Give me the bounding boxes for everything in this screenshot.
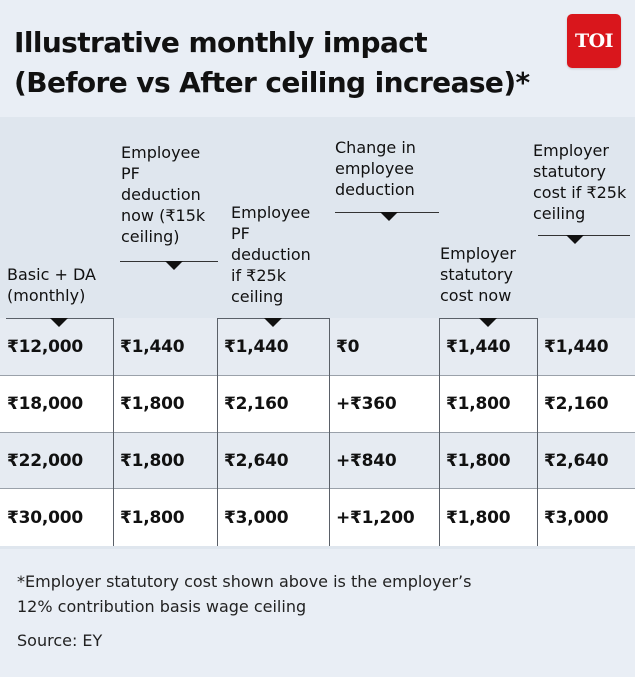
table-cell: ₹3,000	[544, 507, 609, 528]
header-text: deduction	[231, 245, 311, 264]
header-text: (monthly)	[7, 286, 86, 305]
table-cell: +₹840	[336, 450, 397, 471]
col-header-pf-25k: Employee PF deduction if ₹25k ceiling	[231, 202, 311, 307]
table-cell: ₹1,440	[446, 336, 511, 357]
header-text: if ₹25k	[231, 266, 286, 285]
header-text: PF	[121, 164, 140, 183]
chart-title: Illustrative monthly impact (Before vs A…	[14, 23, 530, 103]
col-header-basic-da: Basic + DA (monthly)	[7, 264, 96, 306]
pointer-triangle-icon	[264, 318, 282, 327]
title-line-1: Illustrative monthly impact	[14, 26, 428, 59]
table-row: ₹12,000 ₹1,440 ₹1,440 ₹0 ₹1,440 ₹1,440	[0, 318, 635, 376]
header-text: now (₹15k	[121, 206, 206, 225]
table-cell: ₹2,640	[544, 450, 609, 471]
header-text: cost if ₹25k	[533, 183, 627, 202]
table-cell: ₹1,440	[224, 336, 289, 357]
column-divider	[537, 318, 538, 546]
footnote: *Employer statutory cost shown above is …	[17, 569, 617, 619]
header-text: ceiling	[231, 287, 284, 306]
column-divider	[217, 318, 218, 546]
header-rule	[538, 235, 630, 236]
table-cell: ₹18,000	[7, 394, 84, 414]
table-cell: +₹360	[336, 394, 397, 414]
table-cell: ₹1,800	[446, 450, 511, 471]
header-text: employee	[335, 159, 414, 178]
table-cell: ₹1,800	[120, 450, 185, 471]
table-row: ₹18,000 ₹1,800 ₹2,160 +₹360 ₹1,800 ₹2,16…	[0, 376, 635, 433]
table-cell: ₹1,800	[120, 507, 185, 528]
table-cell: ₹2,640	[224, 450, 289, 471]
toi-logo-icon: TOI	[567, 14, 621, 68]
header-text: statutory	[533, 162, 606, 181]
header-text: Employer	[440, 244, 516, 263]
table-cell: ₹1,800	[446, 394, 511, 414]
table-cell: ₹3,000	[224, 507, 289, 528]
table-row: ₹22,000 ₹1,800 ₹2,640 +₹840 ₹1,800 ₹2,64…	[0, 433, 635, 489]
table-cell: ₹30,000	[7, 507, 84, 528]
header-text: Change in	[335, 138, 416, 157]
table-cell: ₹1,800	[446, 507, 511, 528]
table-cell: ₹1,440	[120, 336, 185, 357]
header-text: Employee	[121, 143, 201, 162]
table-cell: ₹0	[336, 336, 360, 357]
column-divider	[113, 318, 114, 546]
col-header-change: Change in employee deduction	[335, 137, 416, 200]
pointer-triangle-icon	[165, 261, 183, 270]
table-cell: ₹2,160	[224, 394, 289, 414]
source-credit: Source: EY	[17, 631, 103, 650]
footnote-line: *Employer statutory cost shown above is …	[17, 572, 472, 591]
header-text: deduction	[335, 180, 415, 199]
header-text: ceiling)	[121, 227, 180, 246]
column-divider	[439, 318, 440, 546]
col-header-pf-now: Employee PF deduction now (₹15k ceiling)	[121, 142, 205, 247]
table-cell: ₹2,160	[544, 394, 609, 414]
header-text: deduction	[121, 185, 201, 204]
title-line-2: (Before vs After ceiling increase)*	[14, 66, 530, 99]
header-text: ceiling	[533, 204, 586, 223]
table-cell: +₹1,200	[336, 507, 415, 528]
header-text: PF	[231, 224, 250, 243]
table-cell: ₹12,000	[7, 336, 84, 357]
pointer-triangle-icon	[50, 318, 68, 327]
table-row: ₹30,000 ₹1,800 ₹3,000 +₹1,200 ₹1,800 ₹3,…	[0, 489, 635, 546]
col-header-employer-now: Employer statutory cost now	[440, 243, 516, 306]
col-header-employer-25k: Employer statutory cost if ₹25k ceiling	[533, 140, 626, 224]
table-cell: ₹22,000	[7, 450, 84, 471]
table-cell: ₹1,440	[544, 336, 609, 357]
header-text: statutory	[440, 265, 513, 284]
pointer-triangle-icon	[479, 318, 497, 327]
footnote-line: 12% contribution basis wage ceiling	[17, 597, 307, 616]
header-text: Employer	[533, 141, 609, 160]
column-divider	[329, 318, 330, 546]
header-text: Basic + DA	[7, 265, 96, 284]
table-cell: ₹1,800	[120, 394, 185, 414]
pointer-triangle-icon	[566, 235, 584, 244]
pointer-triangle-icon	[380, 212, 398, 221]
header-text: Employee	[231, 203, 311, 222]
header-text: cost now	[440, 286, 512, 305]
